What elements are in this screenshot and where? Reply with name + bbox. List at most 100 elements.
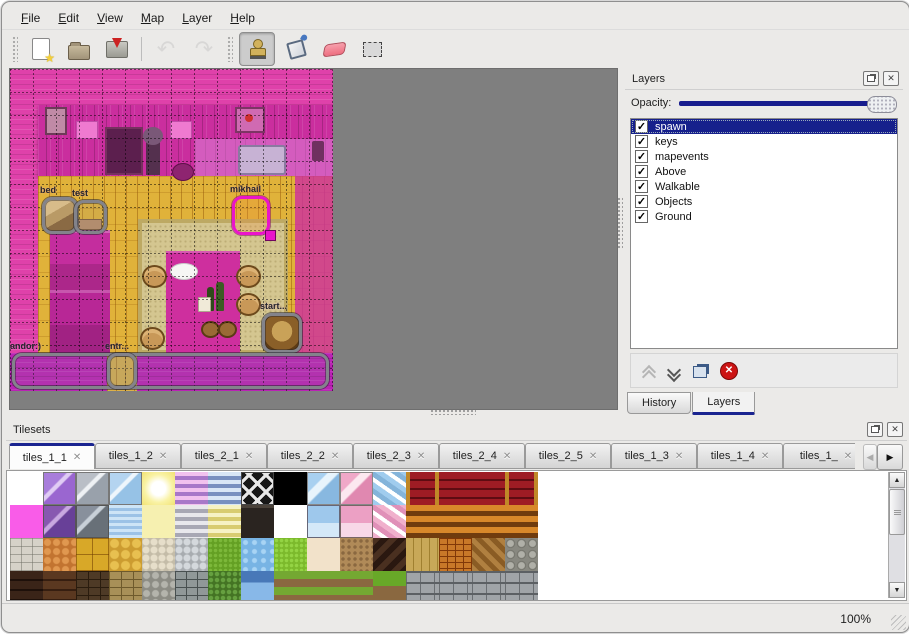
close-tab-icon[interactable]: ✕ <box>760 450 770 462</box>
tile-shingle-dark[interactable] <box>373 538 406 571</box>
tile-weave-blue[interactable] <box>373 472 406 505</box>
layer-visibility-checkbox[interactable]: ✓ <box>635 165 648 178</box>
close-tab-icon[interactable]: ✕ <box>72 452 82 463</box>
map-object-mikhail[interactable] <box>232 196 276 241</box>
horizontal-splitter-handle[interactable] <box>430 409 476 415</box>
close-tab-icon[interactable]: ✕ <box>416 450 426 462</box>
tileset-tab-tiles_1_2[interactable]: tiles_1_2 ✕ <box>95 443 181 469</box>
tile-ledge-grass[interactable] <box>373 571 406 600</box>
close-dock-icon[interactable]: ✕ <box>887 422 903 437</box>
tile-glass-gray-dk[interactable] <box>76 505 109 538</box>
tile-glass-blue2[interactable] <box>307 472 340 505</box>
tile-hedge[interactable] <box>208 571 241 600</box>
tile-magenta[interactable] <box>10 505 43 538</box>
tile-planks-wood[interactable] <box>406 538 439 571</box>
opacity-slider-handle[interactable] <box>867 96 897 113</box>
dock-tab-layers[interactable]: Layers <box>692 392 756 415</box>
close-tab-icon[interactable]: ✕ <box>158 450 168 462</box>
layer-visibility-checkbox[interactable]: ✓ <box>635 180 648 193</box>
tile-glass-pink[interactable] <box>340 472 373 505</box>
tile-brick-orange[interactable] <box>439 538 472 571</box>
map-object-test[interactable] <box>74 200 107 234</box>
tileset-view[interactable]: ▲ ▼ <box>6 470 907 601</box>
menu-help[interactable]: Help <box>230 10 255 25</box>
tile-water[interactable] <box>241 538 274 571</box>
tileset-grid[interactable] <box>10 472 538 600</box>
tile-stripes-pink[interactable] <box>175 472 208 505</box>
resize-grip[interactable] <box>891 615 906 630</box>
tileset-tab-tiles_1_1[interactable]: tiles_1_1 ✕ <box>9 443 95 469</box>
tile-brick-red-trim[interactable] <box>406 472 439 505</box>
tile-sill-pink[interactable] <box>340 505 373 538</box>
close-tab-icon[interactable]: ✕ <box>502 450 512 462</box>
scroll-tabs-right-icon[interactable]: ▶ <box>877 444 903 470</box>
tile-grass[interactable] <box>208 538 241 571</box>
close-tab-icon[interactable]: ✕ <box>330 450 340 462</box>
tile-water-blue[interactable] <box>109 505 142 538</box>
map-viewport[interactable]: bed test mikhail start... andor:) entr... <box>9 68 618 410</box>
tile-farm[interactable] <box>274 571 307 600</box>
tile-brick-tan[interactable] <box>109 571 142 600</box>
tile-door-dark[interactable] <box>241 505 274 538</box>
tile-stripes-orange[interactable] <box>439 505 472 538</box>
layer-visibility-checkbox[interactable]: ✓ <box>635 150 648 163</box>
tile-wall-stone[interactable] <box>439 571 472 600</box>
tile-tile-yellow[interactable] <box>76 538 109 571</box>
tile-glass-blue[interactable] <box>109 472 142 505</box>
tile-glass-gray[interactable] <box>76 472 109 505</box>
layer-row-Above[interactable]: ✓ Above <box>631 164 897 179</box>
tileset-tab-tiles_1_4[interactable]: tiles_1_4 ✕ <box>697 443 783 469</box>
tile-dirt-brown[interactable] <box>340 538 373 571</box>
object-resize-handle[interactable] <box>265 230 276 241</box>
scroll-up-icon[interactable]: ▲ <box>889 472 905 488</box>
tile-sand[interactable] <box>307 538 340 571</box>
tile-weave-pink[interactable] <box>373 505 406 538</box>
menu-edit[interactable]: Edit <box>58 10 80 25</box>
select-tool-button[interactable] <box>355 33 389 65</box>
layer-list[interactable]: ✓ spawn ✓ keys ✓ mapevents ✓ Above ✓ Walkable ✓ Obj… <box>630 118 898 349</box>
tile-stones-gray[interactable] <box>142 571 175 600</box>
dock-tab-history[interactable]: History <box>627 392 692 414</box>
tile-stripes-yellow[interactable] <box>208 505 241 538</box>
layer-visibility-checkbox[interactable]: ✓ <box>635 210 648 223</box>
tile-white[interactable] <box>10 472 43 505</box>
toolbar-handle[interactable] <box>227 36 233 62</box>
duplicate-layer-icon[interactable] <box>693 366 707 378</box>
close-dock-icon[interactable]: ✕ <box>883 71 899 86</box>
tile-stripes-orange[interactable] <box>406 505 439 538</box>
toolbar-handle[interactable] <box>12 36 18 62</box>
stamp-tool-button[interactable] <box>239 32 275 66</box>
menu-map[interactable]: Map <box>140 10 165 25</box>
tile-sill-blue[interactable] <box>307 505 340 538</box>
move-layer-down-icon[interactable] <box>668 365 680 377</box>
tile-brick-red[interactable] <box>439 472 472 505</box>
close-tab-icon[interactable]: ✕ <box>843 450 853 462</box>
tile-black[interactable] <box>274 472 307 505</box>
scroll-tabs-left-icon[interactable]: ◀ <box>863 444 877 470</box>
menu-view[interactable]: View <box>97 10 123 25</box>
tile-glass-purple[interactable] <box>43 472 76 505</box>
map-object-bed[interactable] <box>42 197 78 234</box>
tile-pale-yellow[interactable] <box>142 505 175 538</box>
tile-glow-yellow[interactable] <box>142 472 175 505</box>
tile-grass-bright[interactable] <box>274 538 307 571</box>
save-button[interactable] <box>100 33 134 65</box>
tile-wall-stone[interactable] <box>472 571 505 600</box>
layer-visibility-checkbox[interactable]: ✓ <box>635 120 648 133</box>
tile-stripes-blue[interactable] <box>208 472 241 505</box>
tile-wall-darkbrown[interactable] <box>10 571 43 600</box>
tileset-tab-tiles_2_4[interactable]: tiles_2_4 ✕ <box>439 443 525 469</box>
tile-pebble-beige[interactable] <box>142 538 175 571</box>
open-button[interactable] <box>62 33 96 65</box>
float-dock-icon[interactable] <box>863 71 879 86</box>
tile-herringbone[interactable] <box>472 538 505 571</box>
menu-file[interactable]: File <box>21 10 41 25</box>
tile-brick-gray[interactable] <box>175 571 208 600</box>
layer-row-mapevents[interactable]: ✓ mapevents <box>631 149 897 164</box>
tile-farm[interactable] <box>340 571 373 600</box>
scrollbar-thumb[interactable] <box>889 489 905 535</box>
tile-water-edge[interactable] <box>241 571 274 600</box>
tileset-tab-tiles_1_[interactable]: tiles_1_ ✕ <box>783 443 855 469</box>
tile-pebble-gray[interactable] <box>175 538 208 571</box>
scroll-down-icon[interactable]: ▼ <box>889 582 905 598</box>
